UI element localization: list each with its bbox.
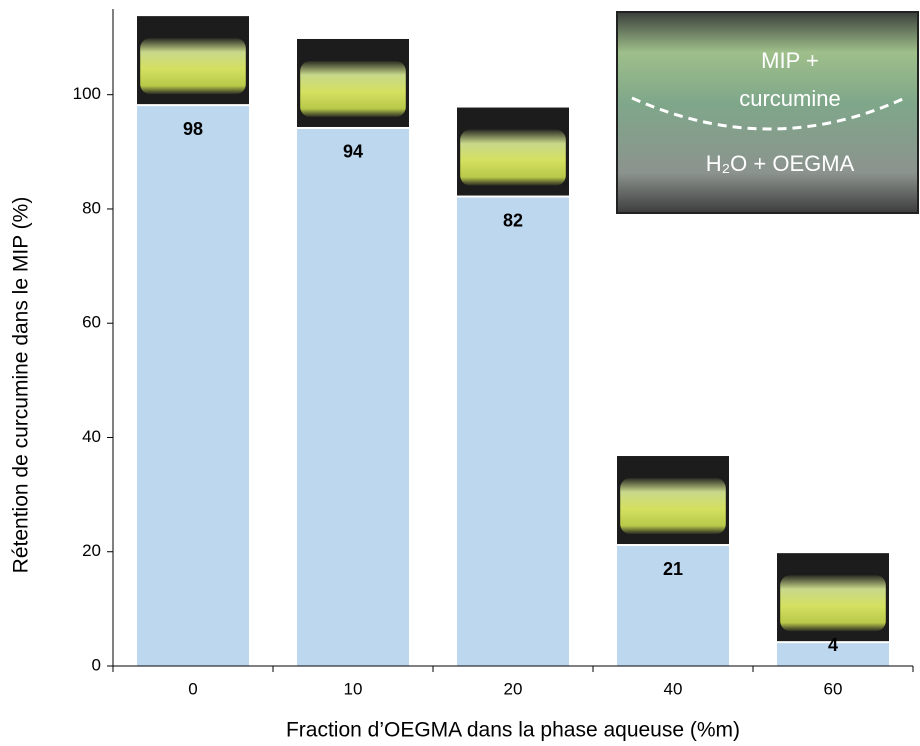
x-tick-label: 20 xyxy=(504,679,523,698)
bar xyxy=(137,106,249,666)
value-label: 98 xyxy=(183,119,203,139)
x-tick-label: 10 xyxy=(344,679,363,698)
photo-liquid xyxy=(460,129,566,186)
y-tick-label: 40 xyxy=(82,427,101,446)
inset-label: MIP + xyxy=(761,48,819,73)
bar xyxy=(297,128,409,667)
photo-liquid xyxy=(620,478,726,535)
value-label: 82 xyxy=(503,210,523,230)
y-tick-label: 60 xyxy=(82,313,101,332)
inset-label: curcumine xyxy=(739,86,840,111)
bar-photo xyxy=(297,38,409,127)
x-tick-label: 0 xyxy=(188,679,197,698)
inset-photo: MIP + curcumine H₂O + OEGMA xyxy=(616,11,919,214)
y-tick-label: 20 xyxy=(82,541,101,560)
value-label: 94 xyxy=(343,142,363,162)
bar-photo xyxy=(137,16,249,105)
photo-liquid xyxy=(140,38,246,95)
x-tick-label: 40 xyxy=(664,679,683,698)
inset-label: H₂O + OEGMA xyxy=(706,151,855,176)
value-label: 4 xyxy=(828,635,838,655)
x-tick-label: 60 xyxy=(824,679,843,698)
bar-photo xyxy=(617,456,729,545)
bar xyxy=(617,546,729,666)
value-label: 21 xyxy=(663,559,683,579)
bar xyxy=(457,197,569,666)
bar-photo xyxy=(457,107,569,196)
photo-liquid xyxy=(780,575,886,632)
y-tick-label: 80 xyxy=(82,198,101,217)
bar-photo xyxy=(777,553,889,642)
photo-liquid xyxy=(300,60,406,117)
y-tick-label: 0 xyxy=(92,655,101,674)
y-axis-title: Rétention de curcumine dans le MIP (%) xyxy=(10,197,33,574)
x-axis-title: Fraction d’OEGMA dans la phase aqueuse (… xyxy=(286,719,740,742)
bar xyxy=(777,643,889,666)
y-tick-label: 100 xyxy=(73,84,101,103)
